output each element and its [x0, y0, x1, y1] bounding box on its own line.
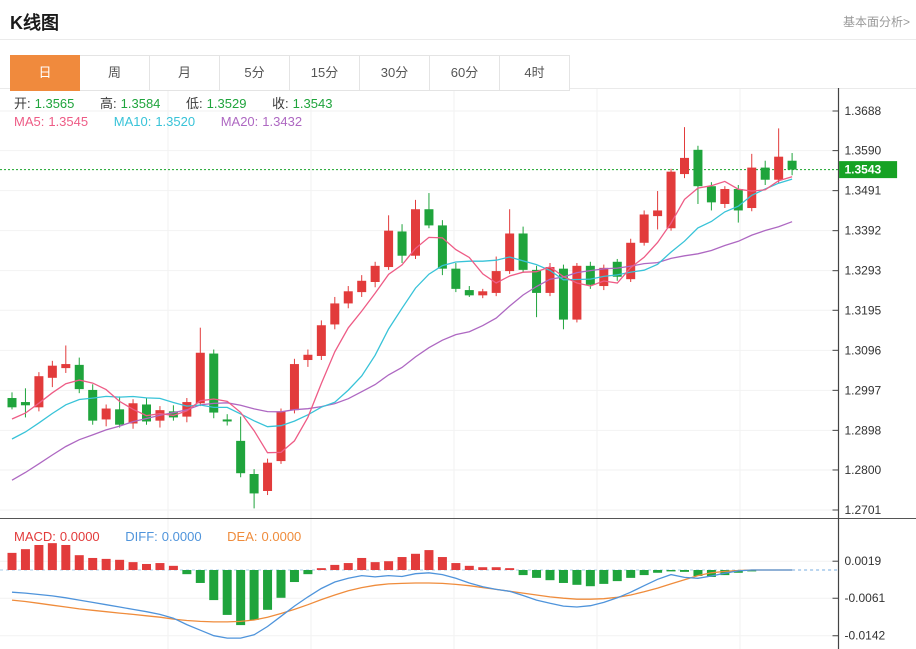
- macd-lines: [11, 569, 839, 639]
- ma5-line: [11, 176, 793, 454]
- tab-30min[interactable]: 30分: [360, 55, 430, 91]
- tab-4hour[interactable]: 4时: [500, 55, 570, 91]
- period-tab-bar: 日 周 月 5分 15分 30分 60分 4时: [10, 55, 570, 91]
- ma20-label: MA20:: [220, 114, 259, 129]
- svg-text:1.3195: 1.3195: [845, 303, 882, 317]
- svg-text:1.3543: 1.3543: [845, 163, 882, 177]
- current-price-tag: [839, 161, 898, 179]
- diff-value: 0.0000: [161, 529, 202, 544]
- gridlines: [0, 88, 916, 649]
- svg-text:1.3491: 1.3491: [845, 184, 882, 198]
- diff-line: [11, 569, 793, 639]
- tab-5min[interactable]: 5分: [220, 55, 290, 91]
- candlestick-series: [7, 127, 797, 509]
- tab-15min[interactable]: 15分: [290, 55, 360, 91]
- svg-text:1.3590: 1.3590: [845, 144, 882, 158]
- close-value: 1.3543: [292, 96, 333, 111]
- dea-label: DEA:: [227, 529, 258, 544]
- ma20-line: [11, 221, 793, 481]
- macd-legend: MACD: 0.0000 DIFF: 0.0000 DEA: 0.0000: [14, 529, 305, 544]
- diff-label: DIFF:: [125, 529, 158, 544]
- low-label: 低:: [186, 96, 203, 111]
- dea-line: [11, 569, 793, 623]
- macd-value: 0.0000: [59, 529, 100, 544]
- macd-label: MACD:: [14, 529, 56, 544]
- svg-text:1.3293: 1.3293: [845, 264, 882, 278]
- ohlc-legend: 开: 1.3565 高: 1.3584 低: 1.3529 收: 1.3543: [14, 93, 336, 112]
- tab-month[interactable]: 月: [150, 55, 220, 91]
- price-axis-labels: 1.3688 1.3590 1.3491 1.3392 1.3293 1.3195 1.30…: [832, 104, 898, 517]
- page-header: K线图 基本面分析>: [0, 0, 916, 40]
- macd-histogram: [7, 543, 757, 626]
- svg-text:1.3096: 1.3096: [845, 343, 882, 357]
- svg-text:-0.0061: -0.0061: [845, 591, 886, 605]
- svg-text:1.3688: 1.3688: [845, 104, 882, 118]
- ma-lines: [11, 176, 793, 481]
- svg-text:1.3392: 1.3392: [845, 224, 882, 238]
- high-label: 高:: [100, 96, 117, 111]
- ma5-value: 1.3545: [48, 114, 89, 129]
- open-value: 1.3565: [34, 96, 75, 111]
- ma10-label: MA10:: [113, 114, 152, 129]
- svg-text:-0.0142: -0.0142: [845, 629, 886, 643]
- tab-week[interactable]: 周: [80, 55, 150, 91]
- ma-legend: MA5: 1.3545 MA10: 1.3520 MA20: 1.3432: [14, 114, 306, 129]
- ma5-label: MA5:: [14, 114, 45, 129]
- open-label: 开:: [14, 96, 31, 111]
- tab-day[interactable]: 日: [10, 55, 80, 91]
- svg-text:1.2898: 1.2898: [845, 423, 882, 437]
- macd-axis-labels: 0.0019 -0.0061 -0.0142: [832, 554, 886, 643]
- dea-value: 0.0000: [261, 529, 302, 544]
- page-title: K线图: [10, 13, 59, 33]
- svg-text:1.2997: 1.2997: [845, 383, 882, 397]
- svg-text:1.2800: 1.2800: [845, 463, 882, 477]
- ma20-value: 1.3432: [262, 114, 303, 129]
- axis-frame: [0, 88, 916, 649]
- tab-60min[interactable]: 60分: [430, 55, 500, 91]
- low-value: 1.3529: [206, 96, 247, 111]
- high-value: 1.3584: [120, 96, 161, 111]
- svg-text:0.0019: 0.0019: [845, 554, 882, 568]
- ma10-line: [11, 178, 793, 440]
- close-label: 收:: [272, 96, 289, 111]
- svg-text:1.2701: 1.2701: [845, 503, 882, 517]
- ma10-value: 1.3520: [155, 114, 196, 129]
- fundamental-analysis-link[interactable]: 基本面分析>: [842, 15, 910, 29]
